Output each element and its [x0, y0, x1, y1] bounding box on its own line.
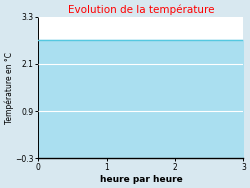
- Y-axis label: Température en °C: Température en °C: [4, 52, 14, 124]
- Title: Evolution de la température: Evolution de la température: [68, 4, 214, 15]
- X-axis label: heure par heure: heure par heure: [100, 175, 182, 184]
